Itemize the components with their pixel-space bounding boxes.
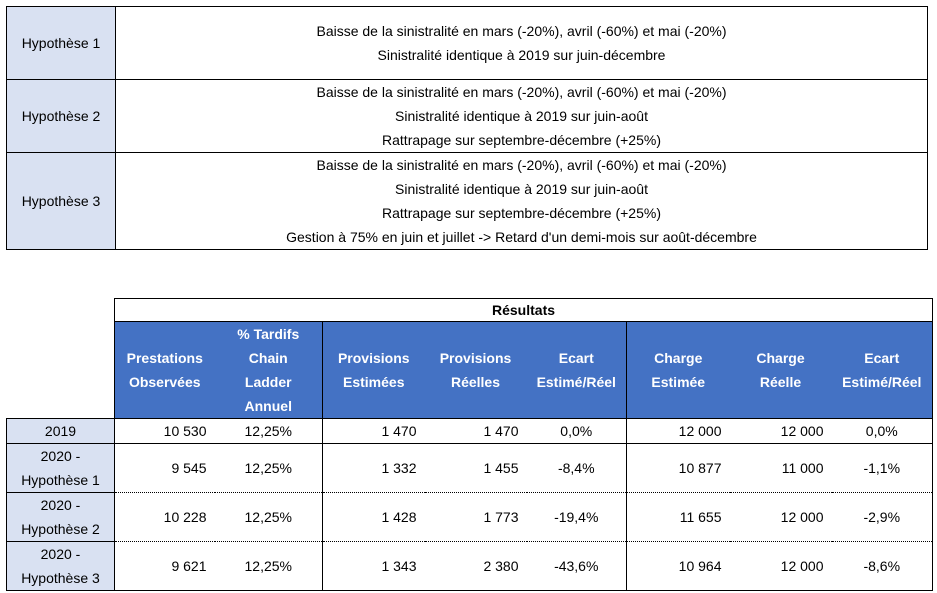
hypothesis-line: Baisse de la sinistralité en mars (-20%)… <box>316 23 727 39</box>
header-line: Prestations <box>126 350 203 366</box>
header-line: Provisions <box>439 350 512 366</box>
column-header: % Tardifs Chain Ladder Annuel <box>214 321 323 419</box>
header-line: Estimées <box>343 374 405 390</box>
ecart-charge-cell: -8,6% <box>831 541 934 591</box>
row-label: 2020 - Hypothèse 1 <box>6 443 115 493</box>
hypothesis-description: Baisse de la sinistralité en mars (-20%)… <box>115 6 928 80</box>
hypothesis-label: Hypothèse 2 <box>6 79 116 153</box>
hypothesis-row: Hypothèse 1 Baisse de la sinistralité en… <box>6 6 928 80</box>
charge-estimee-cell: 10 877 <box>626 443 730 493</box>
charge-reelle-cell: 12 000 <box>729 541 832 591</box>
row-label-line: 2020 - <box>40 497 81 513</box>
column-header: Provisions Estimées <box>322 321 425 419</box>
provisions-reelles-cell: 1 455 <box>424 443 527 493</box>
hypothesis-line: Gestion à 75% en juin et juillet -> Reta… <box>286 229 757 245</box>
provisions-estimees-cell: 1 332 <box>322 443 425 493</box>
charge-reelle-cell: 12 000 <box>729 492 832 542</box>
hypothesis-line: Rattrapage sur septembre-décembre (+25%) <box>382 205 661 221</box>
hypothesis-label: Hypothèse 1 <box>6 6 116 80</box>
header-line: Annuel <box>244 398 292 414</box>
charge-estimee-cell: 10 964 <box>626 541 730 591</box>
hypothesis-label: Hypothèse 3 <box>6 152 116 250</box>
column-header: Ecart Estimé/Réel <box>526 321 627 419</box>
row-label-line: 2020 - <box>40 546 81 562</box>
row-label-line: Hypothèse 3 <box>21 570 100 586</box>
prestations-cell: 9 545 <box>114 443 215 493</box>
header-line: Observées <box>128 374 201 390</box>
hypothesis-line: Baisse de la sinistralité en mars (-20%)… <box>316 157 727 173</box>
hypothesis-line: Sinistralité identique à 2019 sur juin-a… <box>395 181 648 197</box>
table-row: 2020 - Hypothèse 2 10 228 12,25% 1 428 1… <box>6 492 934 542</box>
column-header: Charge Réelle <box>729 321 832 419</box>
header-line: Réelles <box>450 374 501 390</box>
results-table: Résultats Prestations Observées % Tardif… <box>6 298 934 591</box>
tardifs-cell: 12,25% <box>214 418 323 444</box>
provisions-reelles-cell: 1 773 <box>424 492 527 542</box>
hypothesis-row: Hypothèse 3 Baisse de la sinistralité en… <box>6 152 928 250</box>
results-title: Résultats <box>113 298 934 322</box>
hypothesis-line: Rattrapage sur septembre-décembre (+25%) <box>382 132 661 148</box>
row-label: 2020 - Hypothèse 2 <box>6 492 115 542</box>
hypothesis-line: Baisse de la sinistralité en mars (-20%)… <box>316 84 727 100</box>
header-line: Ladder <box>244 374 292 390</box>
row-label: 2019 <box>6 418 115 444</box>
header-line: Ecart <box>864 350 900 366</box>
provisions-reelles-cell: 2 380 <box>424 541 527 591</box>
header-line: Réelle <box>759 374 802 390</box>
header-line: % Tardifs <box>237 326 300 342</box>
header-line: Estimée <box>651 374 706 390</box>
header-line: Estimé/Réel <box>842 374 922 390</box>
column-header: Provisions Réelles <box>424 321 527 419</box>
charge-estimee-cell: 11 655 <box>626 492 730 542</box>
ecart-provisions-cell: -19,4% <box>526 492 627 542</box>
ecart-charge-cell: -2,9% <box>831 492 934 542</box>
hypothesis-description: Baisse de la sinistralité en mars (-20%)… <box>115 79 928 153</box>
ecart-provisions-cell: -43,6% <box>526 541 627 591</box>
header-line: Estimé/Réel <box>536 374 616 390</box>
charge-reelle-cell: 12 000 <box>729 418 832 444</box>
charge-estimee-cell: 12 000 <box>626 418 730 444</box>
results-header-row: Prestations Observées % Tardifs Chain La… <box>7 321 934 419</box>
hypothesis-line: Sinistralité identique à 2019 sur juin-a… <box>395 108 648 124</box>
header-line: Charge <box>756 350 805 366</box>
tardifs-cell: 12,25% <box>214 443 323 493</box>
header-line: Ecart <box>558 350 594 366</box>
ecart-charge-cell: -1,1% <box>831 443 934 493</box>
table-row: 2020 - Hypothèse 1 9 545 12,25% 1 332 1 … <box>6 443 934 493</box>
table-row: 2020 - Hypothèse 3 9 621 12,25% 1 343 2 … <box>6 541 934 591</box>
hypothesis-row: Hypothèse 2 Baisse de la sinistralité en… <box>6 79 928 153</box>
provisions-estimees-cell: 1 428 <box>322 492 425 542</box>
ecart-provisions-cell: 0,0% <box>526 418 627 444</box>
row-label-line: Hypothèse 2 <box>21 521 100 537</box>
table-row: 2019 10 530 12,25% 1 470 1 470 0,0% 12 0… <box>6 418 934 444</box>
header-line: Provisions <box>337 350 410 366</box>
header-line: Charge <box>654 350 703 366</box>
provisions-estimees-cell: 1 470 <box>322 418 425 444</box>
row-label-line: 2019 <box>44 423 77 439</box>
ecart-charge-cell: 0,0% <box>831 418 934 444</box>
ecart-provisions-cell: -8,4% <box>526 443 627 493</box>
tardifs-cell: 12,25% <box>214 541 323 591</box>
prestations-cell: 9 621 <box>114 541 215 591</box>
column-header: Ecart Estimé/Réel <box>831 321 934 419</box>
row-label: 2020 - Hypothèse 3 <box>6 541 115 591</box>
hypothesis-line: Sinistralité identique à 2019 sur juin-d… <box>377 47 666 63</box>
tardifs-cell: 12,25% <box>214 492 323 542</box>
prestations-cell: 10 228 <box>114 492 215 542</box>
row-label-line: Hypothèse 1 <box>21 472 100 488</box>
hypotheses-table: Hypothèse 1 Baisse de la sinistralité en… <box>6 6 928 250</box>
header-line: Chain <box>248 350 288 366</box>
column-header: Charge Estimée <box>626 321 730 419</box>
charge-reelle-cell: 11 000 <box>729 443 832 493</box>
hypothesis-description: Baisse de la sinistralité en mars (-20%)… <box>115 152 928 250</box>
prestations-cell: 10 530 <box>114 418 215 444</box>
provisions-reelles-cell: 1 470 <box>424 418 527 444</box>
column-header: Prestations Observées <box>114 321 215 419</box>
row-label-line: 2020 - <box>40 448 81 464</box>
provisions-estimees-cell: 1 343 <box>322 541 425 591</box>
